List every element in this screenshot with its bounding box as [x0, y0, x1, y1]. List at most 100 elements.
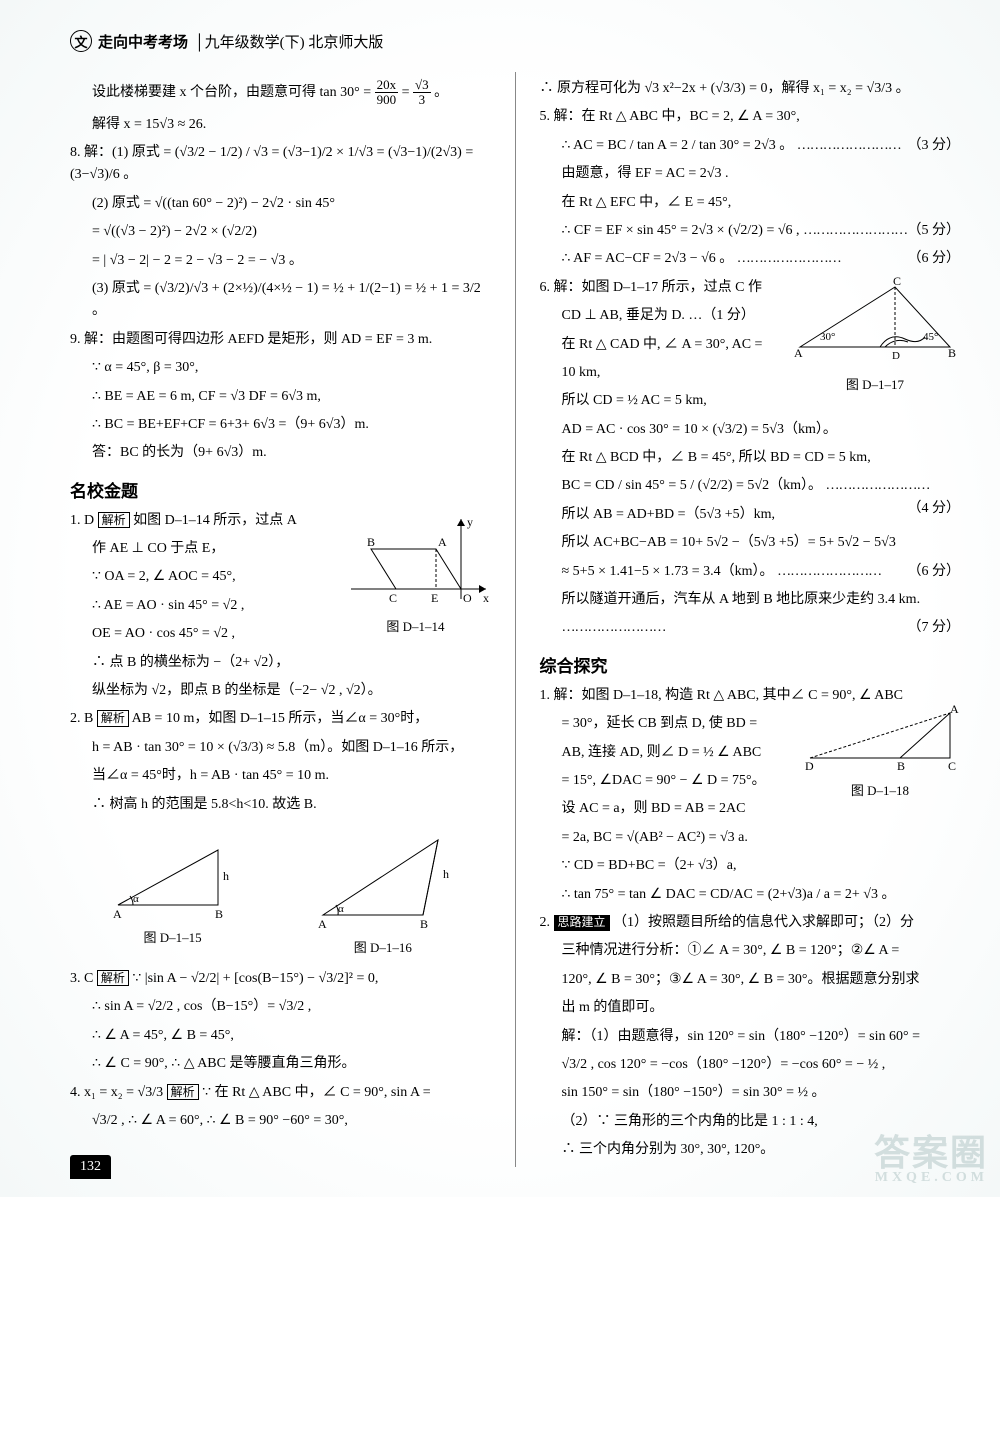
text-line: 8. 解：(1) 原式 = (√3/2 − 1/2) / √3 = (√3−1)…: [70, 142, 491, 187]
text-line: √3/2 , ∴ ∠ A = 60°, ∴ ∠ B = 90° −60° = 3…: [70, 1110, 491, 1132]
text-line: ∴ sin A = √2/2 , cos（B−15°）= √3/2 ,: [70, 996, 491, 1018]
text-line: ∴ ∠ C = 90°, ∴ △ ABC 是等腰直角三角形。: [70, 1053, 491, 1075]
idea-label: 思路建立: [554, 915, 610, 931]
text-line: = 2a, BC = √(AB² − AC²) = √3 a.: [540, 827, 961, 849]
svg-text:30°: 30°: [820, 331, 835, 343]
section-title: 综合探究: [540, 652, 961, 677]
dotted-leader: [777, 564, 881, 579]
text-line: ∵ α = 45°, β = 30°,: [70, 357, 491, 379]
text-line: 2. 思路建立 （1）按照题目所给的信息代入求解即可；（2）分: [540, 912, 961, 934]
text-line: 5. 解：在 Rt △ ABC 中，BC = 2, ∠ A = 30°,: [540, 106, 961, 128]
analysis-label: 解析: [98, 512, 130, 528]
dotted-leader: [826, 478, 930, 493]
svg-text:D: D: [805, 759, 814, 773]
text-line: AD = AC · cos 30° = 10 × (√3/2) = 5√3（km…: [540, 419, 961, 441]
text: 3. C: [70, 971, 97, 986]
figure-d-1-15: α A B h 图 D–1–15: [103, 830, 243, 956]
figure-label: 图 D–1–16: [308, 937, 458, 956]
text: ∵ 在 Rt △ ABC 中，∠ C = 90°, sin A =: [202, 1085, 431, 1100]
figure-d-1-16: α A B h 图 D–1–16: [308, 830, 458, 956]
text: 1. D: [70, 513, 98, 528]
figure-row: α A B h 图 D–1–15 α A B h: [70, 824, 491, 962]
text: （1）按照题目所给的信息代入求解即可；（2）分: [613, 915, 914, 930]
dotted-leader: [737, 251, 841, 266]
text: ∴ AF = AC−CF = 2√3 − √6 。: [562, 251, 734, 266]
svg-text:D: D: [892, 350, 900, 362]
text-line: = | √3 − 2| − 2 = 2 − √3 − 2 = − √3 。: [70, 250, 491, 272]
svg-text:A: A: [113, 907, 122, 920]
figure-label: 图 D–1–17: [790, 374, 960, 393]
svg-text:x: x: [483, 591, 489, 605]
text-line: 2. B 解析 AB = 10 m，如图 D–1–15 所示，当∠α = 30°…: [70, 708, 491, 730]
svg-text:C: C: [948, 759, 956, 773]
text-line: 三种情况进行分析：①∠ A = 30°, ∠ B = 120°；②∠ A =: [540, 940, 961, 962]
svg-text:A: A: [438, 535, 447, 549]
svg-text:E: E: [431, 591, 438, 605]
svg-text:B: B: [367, 535, 375, 549]
points-marker: （5 分）: [908, 220, 961, 242]
text-line: 解：（1）由题意得，sin 120° = sin（180° −120°）= si…: [540, 1026, 961, 1048]
svg-text:y: y: [467, 515, 473, 529]
svg-text:h: h: [443, 867, 449, 881]
text: 2.: [540, 915, 554, 930]
text-line: 120°, ∠ B = 30°；③∠ A = 30°, ∠ B = 30°。根据…: [540, 969, 961, 991]
watermark-sub: MXQE.COM: [874, 1171, 988, 1185]
text-line: 所以隧道开通后，汽车从 A 地到 B 地比原来少走约 3.4 km.: [540, 589, 961, 611]
svg-text:B: B: [897, 759, 905, 773]
text-line: 所以 AB = AD+BD =（5√3 +5）km,: [540, 504, 961, 526]
dotted-leader: [803, 223, 907, 238]
text-line: ∴ 树高 h 的范围是 5.8<h<10. 故选 B.: [70, 794, 491, 816]
triangle-icon: D B C A: [800, 703, 960, 773]
watermark: 答案圈 MXQE.COM: [874, 1135, 988, 1185]
figure-d-1-18: D B C A 图 D–1–18: [800, 703, 960, 799]
text-line: ∴ BC = BE+EF+CF = 6+3+ 6√3 =（9+ 6√3）m.: [70, 414, 491, 436]
text-line: sin 150° = sin（180° −150°）= sin 30° = ½ …: [540, 1082, 961, 1104]
svg-text:B: B: [215, 907, 223, 920]
header-title-rest: │九年级数学(下) 北京师大版: [194, 31, 383, 52]
fraction: 20x900: [375, 78, 399, 108]
dotted-leader: [562, 620, 666, 635]
page-header: 文 走向中考考场 │九年级数学(下) 北京师大版: [70, 30, 960, 52]
text-line: 3. C 解析 ∵ |sin A − √2/2| + [cos(B−15°) −…: [70, 968, 491, 990]
text-line: ∴ tan 75° = tan ∠ DAC = CD/AC = (2+√3)a …: [540, 884, 961, 906]
text-line: 解得 x = 15√3 ≈ 26.: [70, 114, 491, 136]
text-line: （7 分）: [540, 617, 961, 639]
section-title: 名校金题: [70, 477, 491, 502]
figure-d-1-17: 30° 45° A B C D 图 D–1–17: [790, 277, 960, 393]
triangle-icon: α A B h: [103, 830, 243, 920]
points-marker: （3 分）: [908, 135, 961, 157]
text-line: 在 Rt △ BCD 中，∠ B = 45°, 所以 BD = CD = 5 k…: [540, 447, 961, 469]
text-line: ∴ ∠ A = 45°, ∠ B = 45°,: [70, 1025, 491, 1047]
analysis-label: 解析: [97, 710, 129, 726]
svg-text:C: C: [389, 591, 397, 605]
svg-text:A: A: [318, 917, 327, 930]
figure-label: 图 D–1–15: [103, 927, 243, 946]
text: ∴ AC = BC / tan A = 2 / tan 30° = 2√3 。: [562, 138, 794, 153]
text-line: ∴ 点 B 的横坐标为 −（2+ √2），: [70, 652, 491, 674]
text-line: 所以 CD = ½ AC = 5 km,: [540, 390, 961, 412]
figure-label: 图 D–1–14: [341, 616, 491, 635]
text-line: ∴ AF = AC−CF = 2√3 − √6 。 （6 分）: [540, 248, 961, 270]
text: 8. 解：(1) 原式 =: [70, 145, 175, 160]
two-column-layout: 设此楼梯要建 x 个台阶，由题意可得 tan 30° = 20x900 = √3…: [70, 72, 960, 1167]
text-line: 所以 AC+BC−AB = 10+ 5√2 −（5√3 +5）= 5+ 5√2 …: [540, 532, 961, 554]
left-column: 设此楼梯要建 x 个台阶，由题意可得 tan 30° = 20x900 = √3…: [70, 72, 491, 1167]
text: 设此楼梯要建 x 个台阶，由题意可得 tan 30° =: [92, 85, 375, 100]
text-line: ∴ AC = BC / tan A = 2 / tan 30° = 2√3 。 …: [540, 135, 961, 157]
svg-text:B: B: [420, 917, 428, 930]
svg-text:h: h: [223, 869, 229, 883]
points-marker: （4 分）: [908, 498, 961, 520]
text: =: [402, 85, 413, 100]
text-line: 在 Rt △ EFC 中，∠ E = 45°,: [540, 192, 961, 214]
text-line: 答：BC 的长为（9+ 6√3）m.: [70, 442, 491, 464]
right-column: ∴ 原方程可化为 √3 x²−2x + (√3/3) = 0，解得 x₁ = x…: [540, 72, 961, 1167]
text-line: 4. x₁ = x₂ = √3/3 解析 ∵ 在 Rt △ ABC 中，∠ C …: [70, 1082, 491, 1104]
text: ∵ |sin A − √2/2| + [cos(B−15°) − √3/2]² …: [132, 971, 378, 986]
text: ∴ CF = EF × sin 45° = 2√3 × (√2/2) = √6 …: [562, 223, 800, 238]
text: BC = CD / sin 45° = 5 / (√2/2) = 5√2（km）…: [562, 478, 823, 493]
text-line: BC = CD / sin 45° = 5 / (√2/2) = 5√2（km）…: [540, 475, 961, 497]
text-line: (3) 原式 = (√3/2)/√3 + (2×½)/(4×½ − 1) = ½…: [70, 278, 491, 323]
text: 2. B: [70, 711, 97, 726]
svg-text:A: A: [794, 346, 803, 360]
text: AB = 10 m，如图 D–1–15 所示，当∠α = 30°时，: [132, 711, 429, 726]
